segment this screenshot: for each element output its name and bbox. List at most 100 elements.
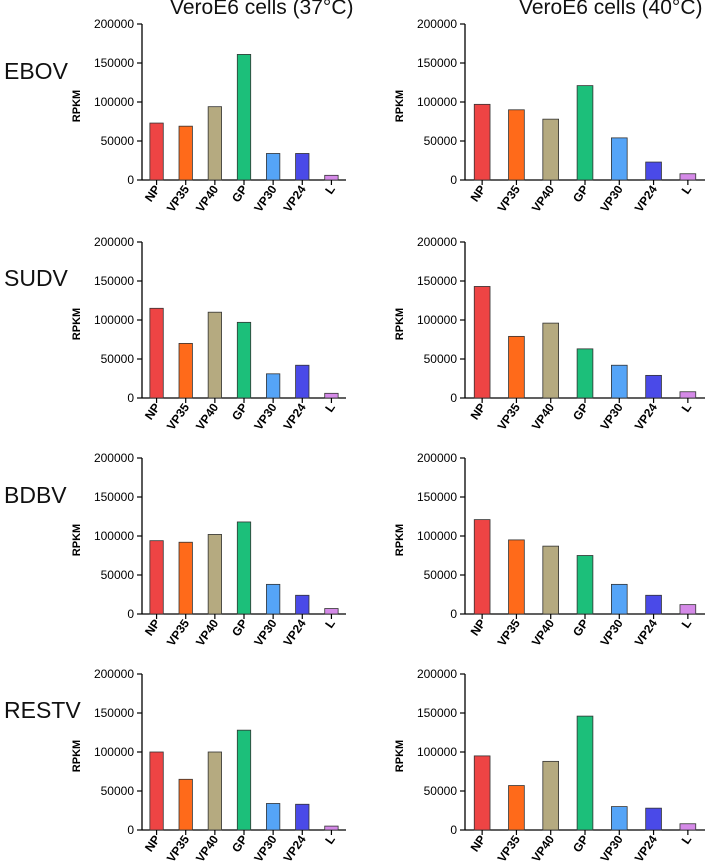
bar-bdbv-40c-vp35 xyxy=(508,539,525,615)
x-tick-label-ebov-40c-np: NP xyxy=(468,183,489,205)
chart-restv-40c: 0 50000 100000 150000 200000 RPKM NP VP35 VP40 GP… xyxy=(394,667,705,864)
bar-ebov-37c-vp40 xyxy=(207,106,222,181)
x-tick-label-ebov-40c-vp30: VP30 xyxy=(597,182,625,214)
y-tick-label-restv-40c: 0 xyxy=(450,823,457,837)
bar-sudv-40c-vp24 xyxy=(645,374,662,399)
bar-restv-37c-vp35 xyxy=(178,778,193,831)
x-tick-label-sudv-37c-vp30: VP30 xyxy=(251,400,279,432)
chart-sudv-37c: 0 50000 100000 150000 200000 RPKM NP VP35 VP40 GP… xyxy=(71,235,346,433)
bar-ebov-37c-np xyxy=(149,122,164,181)
y-tick-label-bdbv-37c: 150000 xyxy=(94,490,134,504)
x-tick-label-bdbv-37c-vp35: VP35 xyxy=(164,616,192,648)
x-tick-label-sudv-37c-vp35: VP35 xyxy=(164,400,192,432)
bar-restv-40c-vp35 xyxy=(508,785,525,831)
bar-ebov-40c-l xyxy=(679,173,697,181)
row-label-ebov: EBOV xyxy=(4,58,68,84)
bar-bdbv-37c-vp30 xyxy=(266,583,281,615)
bar-sudv-37c-vp30 xyxy=(266,373,281,399)
x-tick-label-sudv-37c-vp24: VP24 xyxy=(280,400,308,432)
x-tick-label-ebov-37c-vp24: VP24 xyxy=(280,182,308,214)
x-tick-label-bdbv-40c-vp24: VP24 xyxy=(632,616,660,648)
bar-restv-40c-vp24 xyxy=(645,807,662,831)
row-label-bdbv: BDBV xyxy=(4,482,67,508)
y-axis-title-sudv-37c: RPKM xyxy=(71,308,83,340)
y-tick-label-bdbv-40c: 100000 xyxy=(417,529,457,543)
bar-restv-37c-l xyxy=(324,825,339,831)
chart-bdbv-37c: 0 50000 100000 150000 200000 RPKM NP VP35 VP40 GP… xyxy=(71,451,346,649)
y-tick-label-ebov-37c: 50000 xyxy=(101,134,135,148)
y-tick-label-sudv-37c: 0 xyxy=(127,391,134,405)
y-tick-label-sudv-37c: 150000 xyxy=(94,274,134,288)
bar-ebov-40c-vp24 xyxy=(645,161,662,181)
y-tick-label-restv-40c: 100000 xyxy=(417,745,457,759)
bar-restv-40c-vp30 xyxy=(611,806,628,831)
bar-sudv-40c-vp30 xyxy=(611,364,628,399)
x-tick-label-bdbv-40c-l: L xyxy=(679,617,695,631)
bar-restv-37c-gp xyxy=(236,729,252,831)
y-tick-label-sudv-40c: 50000 xyxy=(424,352,458,366)
x-tick-label-ebov-37c-vp30: VP30 xyxy=(251,182,279,214)
y-tick-label-sudv-37c: 100000 xyxy=(94,313,134,327)
bar-ebov-37c-vp24 xyxy=(295,153,310,181)
y-tick-label-ebov-37c: 200000 xyxy=(94,17,134,31)
y-tick-label-restv-37c: 50000 xyxy=(101,784,135,798)
y-tick-label-bdbv-37c: 100000 xyxy=(94,529,134,543)
y-tick-label-sudv-37c: 50000 xyxy=(101,352,135,366)
x-tick-label-restv-37c-vp35: VP35 xyxy=(164,832,192,864)
bar-bdbv-40c-vp30 xyxy=(611,583,628,615)
bar-sudv-37c-l xyxy=(324,392,339,399)
bar-bdbv-37c-l xyxy=(324,608,339,615)
x-tick-label-restv-40c-vp30: VP30 xyxy=(597,832,625,864)
x-tick-label-ebov-37c-vp35: VP35 xyxy=(164,182,192,214)
bar-bdbv-37c-vp40 xyxy=(207,534,222,615)
bar-ebov-40c-vp30 xyxy=(611,137,628,181)
bar-restv-40c-l xyxy=(679,823,697,831)
x-tick-label-bdbv-40c-vp30: VP30 xyxy=(597,616,625,648)
bar-bdbv-37c-gp xyxy=(236,521,252,615)
bar-sudv-37c-vp35 xyxy=(178,342,193,399)
x-tick-label-bdbv-40c-vp40: VP40 xyxy=(529,616,557,648)
chart-sudv-40c: 0 50000 100000 150000 200000 RPKM NP VP35 VP40 GP… xyxy=(394,235,705,433)
row-label-restv: RESTV xyxy=(4,697,81,723)
row-label-sudv: SUDV xyxy=(4,265,68,291)
bar-sudv-37c-np xyxy=(149,307,164,399)
bar-ebov-40c-gp xyxy=(576,85,594,181)
y-tick-label-bdbv-40c: 150000 xyxy=(417,490,457,504)
x-tick-label-bdbv-37c-l: L xyxy=(322,617,338,631)
x-tick-label-bdbv-37c-vp24: VP24 xyxy=(280,616,308,648)
bar-bdbv-37c-vp35 xyxy=(178,541,193,615)
bar-restv-37c-vp40 xyxy=(207,751,222,831)
bar-restv-37c-np xyxy=(149,751,164,831)
x-tick-label-restv-40c-vp40: VP40 xyxy=(529,832,557,864)
y-tick-label-sudv-40c: 200000 xyxy=(417,235,457,249)
bar-ebov-37c-gp xyxy=(236,54,252,181)
bar-sudv-40c-vp40 xyxy=(542,322,559,399)
bar-bdbv-40c-vp40 xyxy=(542,545,559,615)
chart-bdbv-40c: 0 50000 100000 150000 200000 RPKM NP VP35 VP40 GP… xyxy=(394,451,705,649)
y-tick-label-ebov-40c: 150000 xyxy=(417,56,457,70)
y-tick-label-sudv-40c: 100000 xyxy=(417,313,457,327)
bar-bdbv-37c-np xyxy=(149,540,164,615)
x-tick-label-bdbv-37c-vp30: VP30 xyxy=(251,616,279,648)
x-tick-label-restv-37c-vp30: VP30 xyxy=(251,832,279,864)
x-tick-label-sudv-40c-gp: GP xyxy=(570,401,591,423)
bar-restv-40c-vp40 xyxy=(542,760,559,831)
chart-ebov-40c: 0 50000 100000 150000 200000 RPKM NP VP35 VP40 GP… xyxy=(394,17,705,215)
y-axis-title-ebov-40c: RPKM xyxy=(394,90,406,122)
x-tick-label-ebov-40c-vp35: VP35 xyxy=(495,182,523,214)
y-axis-title-bdbv-37c: RPKM xyxy=(71,524,83,556)
x-tick-label-ebov-40c-vp40: VP40 xyxy=(529,182,557,214)
y-tick-label-restv-37c: 0 xyxy=(127,823,134,837)
bar-sudv-40c-gp xyxy=(576,348,594,399)
y-tick-label-restv-40c: 50000 xyxy=(424,784,458,798)
bar-ebov-40c-vp35 xyxy=(508,109,525,181)
y-axis-title-sudv-40c: RPKM xyxy=(394,308,406,340)
x-tick-label-sudv-37c-np: NP xyxy=(142,401,163,423)
x-tick-label-ebov-37c-np: NP xyxy=(142,183,163,205)
y-tick-label-ebov-40c: 200000 xyxy=(417,17,457,31)
y-tick-label-bdbv-40c: 50000 xyxy=(424,568,458,582)
y-axis-title-restv-40c: RPKM xyxy=(394,740,406,772)
bar-sudv-40c-l xyxy=(679,391,697,399)
